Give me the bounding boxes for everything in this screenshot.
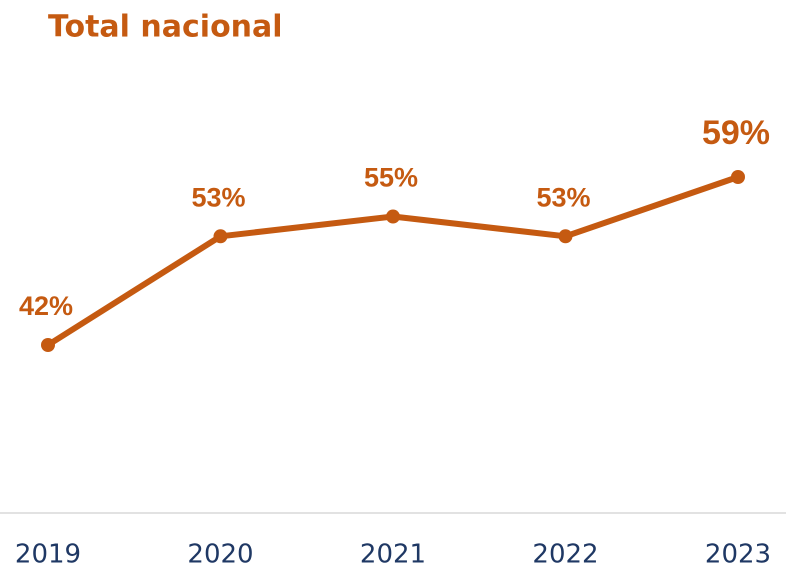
data-label: 53% xyxy=(536,182,590,212)
data-label: 53% xyxy=(191,182,245,212)
x-tick-label: 2023 xyxy=(705,540,771,570)
x-tick-label: 2022 xyxy=(532,540,598,570)
x-tick-label: 2019 xyxy=(15,540,81,570)
x-tick-label: 2020 xyxy=(187,540,253,570)
point xyxy=(558,229,573,244)
chart-title: Total nacional xyxy=(48,10,283,45)
data-label: 55% xyxy=(364,163,418,193)
point xyxy=(41,338,55,352)
line xyxy=(46,174,739,348)
data-label: 59% xyxy=(702,114,770,152)
point xyxy=(213,229,228,244)
point xyxy=(386,209,400,224)
x-tick-label: 2021 xyxy=(360,540,426,570)
data-label: 42% xyxy=(19,291,73,321)
point xyxy=(731,170,745,184)
